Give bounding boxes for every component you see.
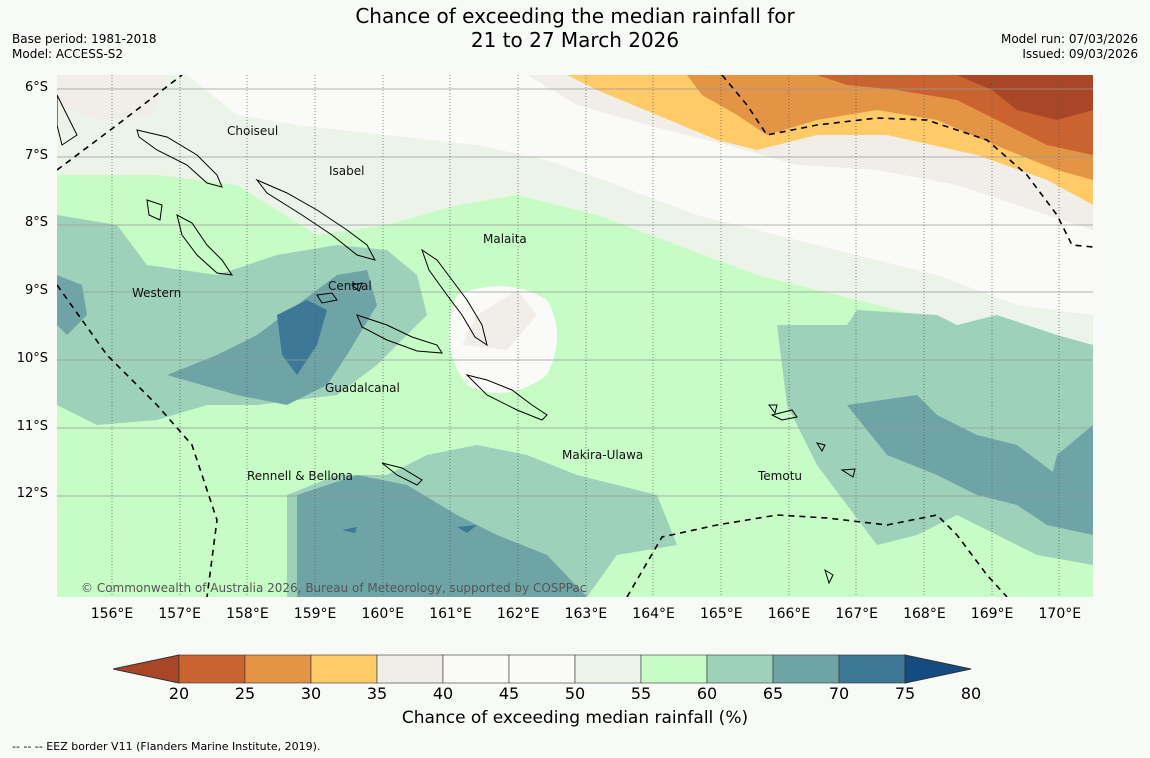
colorbar-title: Chance of exceeding median rainfall (%) xyxy=(401,708,749,728)
colorbar-tick-label: 60 xyxy=(696,684,718,703)
colorbar-tick-label: 70 xyxy=(828,684,850,703)
longitude-label: 165°E xyxy=(700,606,743,622)
latitude-label: 12°S xyxy=(16,486,48,502)
colorbar-segment xyxy=(772,654,840,684)
region-label-makira-ulawa: Makira-Ulawa xyxy=(562,448,643,462)
region-label-isabel: Isabel xyxy=(329,164,364,178)
colorbar-segment xyxy=(442,654,510,684)
colorbar-segment xyxy=(376,654,444,684)
eez-footnote: -- -- -- EEZ border V11 (Flanders Marine… xyxy=(12,740,321,753)
field-40-45-west xyxy=(57,75,167,120)
colorbar-tick-label: 80 xyxy=(960,684,982,703)
colorbar-tick-label: 40 xyxy=(432,684,454,703)
longitude-label: 161°E xyxy=(429,606,472,622)
map-title-line2: 21 to 27 March 2026 xyxy=(470,28,680,52)
latitude-label: 6°S xyxy=(24,80,48,95)
colorbar-extend-low xyxy=(113,654,180,684)
region-label-western: Western xyxy=(132,286,181,300)
map-title-line1: Chance of exceeding the median rainfall … xyxy=(355,4,795,28)
colorbar-segment xyxy=(640,654,708,684)
field-70-75-east xyxy=(847,395,1093,535)
region-label-temotu: Temotu xyxy=(757,469,802,483)
field-40-45-south xyxy=(462,290,537,350)
colorbar-segment xyxy=(574,654,642,684)
longitude-label: 167°E xyxy=(835,606,878,622)
longitude-label: 158°E xyxy=(226,606,269,622)
colorbar-tick-label: 30 xyxy=(300,684,322,703)
coastlines xyxy=(57,94,856,585)
field-70-75-south xyxy=(297,475,587,597)
latitude-label: 10°S xyxy=(16,350,48,366)
colorbar-segment xyxy=(244,654,312,684)
colorbar-tick-label: 25 xyxy=(234,684,256,703)
longitude-label: 156°E xyxy=(90,606,134,622)
region-label-rennell-bellona: Rennell & Bellona xyxy=(247,469,353,483)
base-period: Base period: 1981-2018 xyxy=(12,32,157,46)
colorbar-segment xyxy=(706,654,774,684)
region-label-guadalcanal: Guadalcanal xyxy=(325,381,400,395)
region-label-central: Central xyxy=(328,279,372,293)
model-name: Model: ACCESS-S2 xyxy=(12,47,124,61)
region-label-choiseul: Choiseul xyxy=(227,124,278,138)
colorbar-tick-label: 65 xyxy=(762,684,784,703)
longitude-label: 163°E xyxy=(564,606,608,622)
longitude-label: 159°E xyxy=(293,606,337,622)
latitude-label: 9°S xyxy=(24,283,48,299)
longitude-label: 160°E xyxy=(361,606,405,622)
copyright-notice: © Commonwealth of Australia 2026, Bureau… xyxy=(81,581,586,595)
colorbar xyxy=(113,654,972,684)
longitude-label: 157°E xyxy=(158,606,201,622)
colorbar-segment xyxy=(838,654,906,684)
longitude-label: 170°E xyxy=(1038,606,1082,622)
eez-border xyxy=(57,75,1093,597)
colorbar-segment xyxy=(178,654,246,684)
latitude-label: 7°S xyxy=(24,147,48,163)
field-70-75-east-edge xyxy=(1047,425,1093,525)
longitude-label: 162°E xyxy=(496,606,540,622)
colorbar-extend-high xyxy=(904,654,972,684)
field-75-80 xyxy=(277,300,327,375)
colorbar-segment xyxy=(310,654,378,684)
map-canvas: Choiseul Isabel Malaita Western Central … xyxy=(57,75,1093,597)
colorbar-tick-label: 35 xyxy=(366,684,388,703)
longitude-label: 164°E xyxy=(632,606,675,622)
colorbar-tick-label: 45 xyxy=(498,684,520,703)
colorbar-segment xyxy=(508,654,576,684)
issued-date: Issued: 09/03/2026 xyxy=(1022,47,1138,61)
colorbar-tick-label: 50 xyxy=(564,684,586,703)
grid-lines xyxy=(57,88,1093,497)
colorbar-tick-label: 20 xyxy=(168,684,190,703)
colorbar-tick-label: 75 xyxy=(894,684,916,703)
longitude-label: 166°E xyxy=(767,606,811,622)
longitude-label: 169°E xyxy=(970,606,1014,622)
longitude-label: 168°E xyxy=(903,606,946,622)
model-run: Model run: 07/03/2026 xyxy=(1000,32,1138,46)
latitude-label: 8°S xyxy=(24,215,48,231)
rainfall-map: Choiseul Isabel Malaita Western Central … xyxy=(57,75,1093,597)
field-70-75-west xyxy=(167,270,377,405)
colorbar-tick-label: 55 xyxy=(630,684,652,703)
longitude-lines xyxy=(111,75,1060,597)
region-label-malaita: Malaita xyxy=(483,232,527,246)
latitude-label: 11°S xyxy=(16,418,48,434)
